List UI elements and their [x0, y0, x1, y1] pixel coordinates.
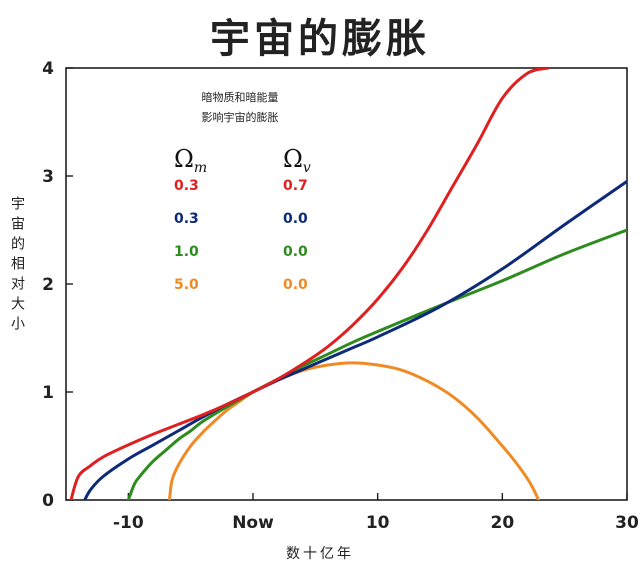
- y-tick-label: 3: [42, 167, 54, 187]
- y-tick-label: 4: [42, 59, 54, 79]
- legend-omega-m: 0.3: [174, 211, 199, 227]
- legend-omega-m: 5.0: [174, 277, 199, 293]
- legend-title-line: 影响宇宙的膨胀: [202, 110, 279, 124]
- legend-omega-m: 1.0: [174, 244, 199, 260]
- x-tick-label: -10: [113, 513, 144, 533]
- x-axis-label: 数十亿年: [286, 546, 354, 562]
- y-axis-label: 宇宙的相对大小: [9, 196, 25, 336]
- legend-column-header: Ωm: [174, 145, 207, 176]
- series-line: [167, 361, 540, 500]
- legend-omega-m: 0.3: [174, 178, 199, 194]
- x-tick-label: Now: [232, 513, 274, 533]
- x-tick-label: 20: [490, 513, 514, 533]
- legend-omega-v: 0.0: [283, 211, 308, 227]
- x-tick-label: 10: [366, 513, 390, 533]
- page-title: 宇宙的膨胀: [210, 16, 430, 62]
- axes: -10 Now 10 20 30 0 1 2 3 4: [42, 59, 639, 533]
- series-lines: [69, 68, 627, 500]
- y-tick-label: 1: [42, 383, 54, 403]
- legend-column-header: Ωv: [283, 145, 311, 176]
- legend-omega-v: 0.0: [283, 244, 308, 260]
- legend-omega-v: 0.0: [283, 277, 308, 293]
- x-tick-label: 30: [615, 513, 639, 533]
- y-tick-label: 2: [42, 275, 54, 295]
- series-line: [69, 68, 550, 500]
- legend-omega-v: 0.7: [283, 178, 308, 194]
- y-tick-label: 0: [42, 491, 54, 511]
- legend-title-line: 暗物质和暗能量: [202, 90, 279, 104]
